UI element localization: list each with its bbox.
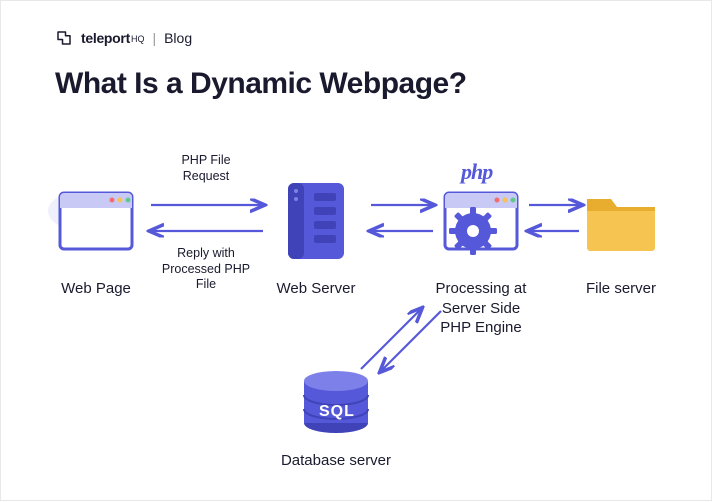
request-edge-label: PHP File Request xyxy=(146,153,266,184)
file-server-icon xyxy=(587,199,655,251)
processing-icon xyxy=(445,193,517,255)
php-badge: php xyxy=(461,159,492,185)
web-server-icon xyxy=(288,183,344,259)
file-server-label: File server xyxy=(551,279,691,299)
database-label: Database server xyxy=(256,451,416,471)
reply-edge-label: Reply with Processed PHP File xyxy=(146,246,266,293)
processing-label: Processing at Server Side PHP Engine xyxy=(411,279,551,338)
diagram-canvas xyxy=(1,1,712,502)
web-page-icon xyxy=(48,193,132,249)
sql-badge: SQL xyxy=(319,403,355,421)
web-page-label: Web Page xyxy=(36,279,156,299)
database-icon xyxy=(304,371,368,433)
web-server-label: Web Server xyxy=(246,279,386,299)
